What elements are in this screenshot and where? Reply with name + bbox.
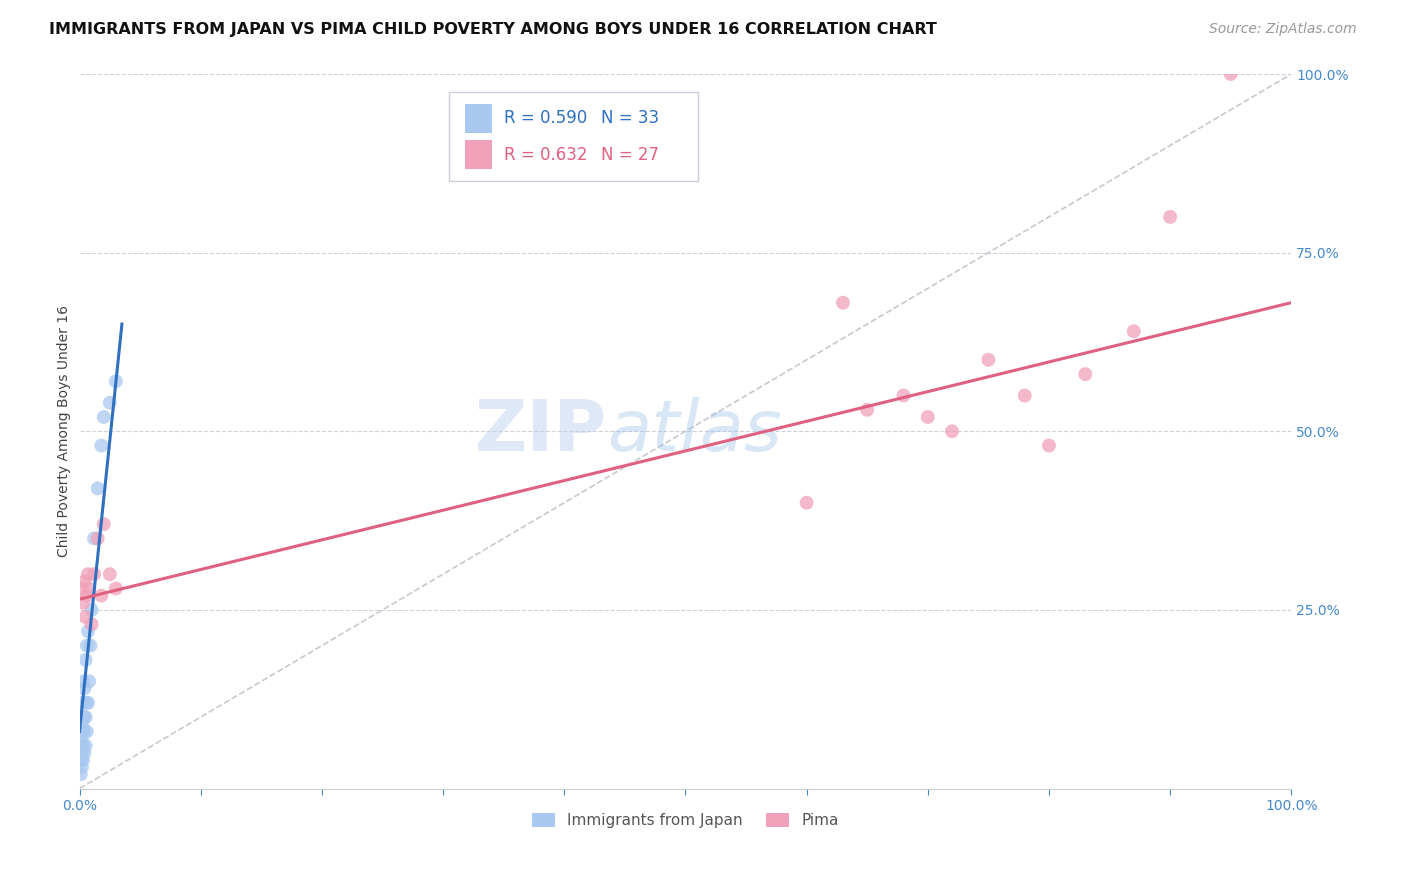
Point bbox=[98, 395, 121, 409]
Legend: Immigrants from Japan, Pima: Immigrants from Japan, Pima bbox=[526, 807, 845, 835]
Point bbox=[75, 739, 97, 753]
Text: R = 0.590: R = 0.590 bbox=[503, 110, 586, 128]
Point bbox=[72, 753, 94, 767]
Point bbox=[1014, 388, 1036, 402]
Point bbox=[90, 589, 112, 603]
Point bbox=[72, 724, 94, 739]
Point bbox=[796, 496, 818, 510]
FancyBboxPatch shape bbox=[449, 92, 697, 181]
Point bbox=[104, 582, 127, 596]
Point bbox=[76, 589, 98, 603]
Bar bbox=[465, 140, 492, 169]
Point bbox=[893, 388, 915, 402]
Point bbox=[93, 517, 115, 532]
Point bbox=[86, 532, 108, 546]
Point bbox=[75, 710, 97, 724]
Point bbox=[80, 603, 103, 617]
Point bbox=[77, 696, 100, 710]
Text: N = 27: N = 27 bbox=[600, 145, 658, 163]
Point bbox=[856, 402, 879, 417]
Point bbox=[86, 482, 108, 496]
Point bbox=[93, 409, 115, 424]
Point bbox=[1122, 324, 1144, 338]
Text: Source: ZipAtlas.com: Source: ZipAtlas.com bbox=[1209, 22, 1357, 37]
Point bbox=[917, 409, 939, 424]
Point bbox=[77, 674, 100, 689]
Point bbox=[90, 439, 112, 453]
Point bbox=[73, 574, 96, 589]
Point bbox=[75, 653, 97, 667]
Y-axis label: Child Poverty Among Boys Under 16: Child Poverty Among Boys Under 16 bbox=[58, 305, 72, 558]
Point bbox=[75, 610, 97, 624]
Point bbox=[79, 639, 101, 653]
Point bbox=[70, 717, 93, 731]
Point bbox=[77, 582, 100, 596]
Point bbox=[69, 739, 91, 753]
Point bbox=[1219, 67, 1241, 81]
Point bbox=[72, 696, 94, 710]
Point bbox=[70, 582, 93, 596]
Point bbox=[1159, 210, 1181, 224]
Point bbox=[77, 567, 100, 582]
Text: ZIP: ZIP bbox=[474, 397, 606, 466]
Text: N = 33: N = 33 bbox=[600, 110, 659, 128]
Point bbox=[77, 624, 100, 639]
Point bbox=[80, 617, 103, 632]
Point bbox=[73, 724, 96, 739]
Point bbox=[72, 596, 94, 610]
Point bbox=[72, 674, 94, 689]
Point bbox=[72, 739, 94, 753]
Point bbox=[70, 760, 93, 774]
Point bbox=[76, 696, 98, 710]
Point bbox=[98, 567, 121, 582]
Point bbox=[69, 767, 91, 781]
Point bbox=[73, 710, 96, 724]
Point bbox=[70, 731, 93, 746]
Text: R = 0.632: R = 0.632 bbox=[503, 145, 588, 163]
Point bbox=[83, 532, 105, 546]
Point bbox=[1074, 367, 1097, 381]
Point bbox=[69, 753, 91, 767]
Point bbox=[73, 681, 96, 696]
Point bbox=[76, 639, 98, 653]
Point bbox=[941, 424, 963, 438]
Point bbox=[76, 724, 98, 739]
Point bbox=[104, 374, 127, 388]
Point bbox=[70, 746, 93, 760]
Text: IMMIGRANTS FROM JAPAN VS PIMA CHILD POVERTY AMONG BOYS UNDER 16 CORRELATION CHAR: IMMIGRANTS FROM JAPAN VS PIMA CHILD POVE… bbox=[49, 22, 936, 37]
Point bbox=[832, 295, 855, 310]
Point bbox=[1038, 439, 1060, 453]
Text: atlas: atlas bbox=[606, 397, 782, 466]
Bar bbox=[465, 104, 492, 133]
Point bbox=[977, 352, 1000, 367]
Point bbox=[73, 746, 96, 760]
Point bbox=[83, 567, 105, 582]
